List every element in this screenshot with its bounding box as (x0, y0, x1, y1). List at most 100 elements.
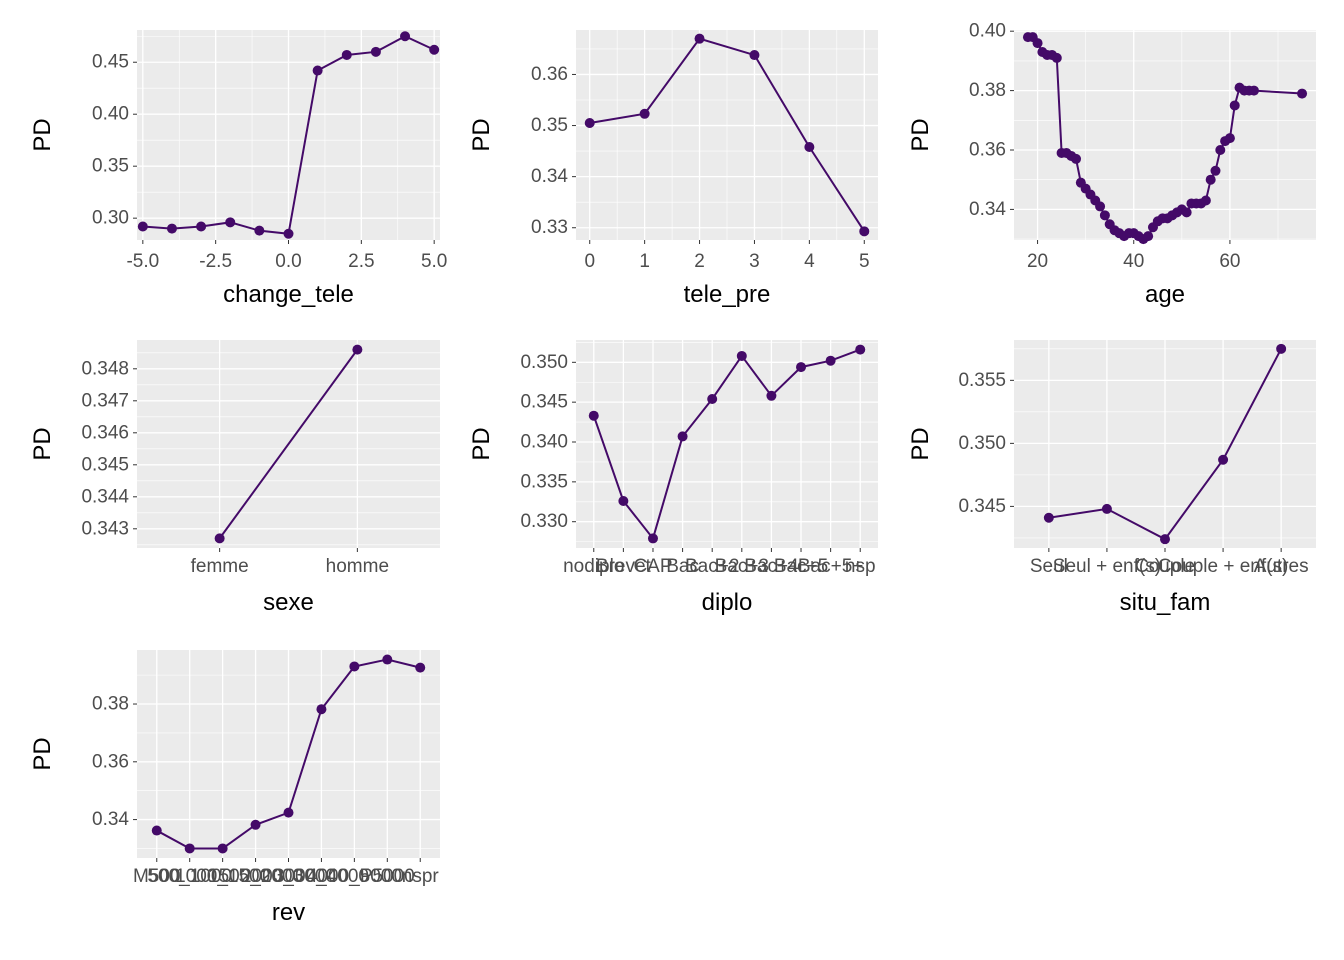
x-tick-label: 5.0 (421, 251, 447, 272)
data-point (1248, 85, 1259, 96)
panel-tele_pre: 0.33 0.34 0.35 0.36 0 1 2 3 4 5 tele_pre PD (468, 30, 878, 308)
data-point (184, 843, 195, 854)
panel-change_tele: 0.30 0.35 0.40 0.45 -5.0 -2.5 0.0 2.5 5.0 change_… (29, 30, 447, 308)
y-tick-label: 0.33 (531, 217, 568, 238)
x-tick-label: femme (191, 556, 249, 577)
panel-rev: 0.34 0.36 0.38 M500500_10001000_15001500_20… (29, 650, 440, 926)
data-point (283, 228, 294, 239)
x-tick-label: M500 (133, 866, 181, 887)
data-point (217, 843, 228, 854)
y-tick-label: 0.355 (958, 370, 1006, 391)
x-tick-label: Bac+3 (715, 556, 769, 577)
y-tick-label: 0.343 (81, 518, 129, 539)
x-axis-title: rev (272, 899, 305, 926)
x-tick-label: nsp (845, 556, 876, 577)
x-tick-label: nspr (402, 866, 440, 887)
data-point (1071, 153, 1082, 164)
data-point (254, 225, 265, 236)
data-point (1101, 503, 1112, 514)
data-point (137, 221, 148, 232)
y-tick-label: 0.348 (81, 358, 129, 379)
x-axis-title: change_tele (223, 281, 354, 308)
y-tick-label: 0.36 (969, 140, 1006, 161)
x-tick-label: 1500_2000 (208, 866, 303, 887)
data-point (225, 217, 236, 228)
x-tick-label: Seul + enf(s) (1053, 556, 1161, 577)
x-tick-label: 0 (584, 251, 595, 272)
x-tick-label: P5000 (360, 866, 415, 887)
y-tick-label: 0.345 (520, 392, 568, 413)
data-point (1095, 201, 1106, 212)
data-point (1210, 165, 1221, 176)
data-point (341, 49, 352, 60)
x-axis-title: diplo (702, 589, 753, 616)
data-point (588, 410, 599, 421)
x-axis-title: age (1145, 281, 1185, 308)
x-tick-label: 4000_5000 (307, 866, 402, 887)
data-point (804, 142, 815, 153)
data-point (1229, 100, 1240, 111)
series-line (589, 37, 866, 232)
x-tick-label: 2 (694, 251, 705, 272)
data-point (382, 654, 393, 665)
y-tick-label: 0.38 (969, 80, 1006, 101)
y-axis-title: PD (468, 118, 495, 151)
x-tick-label: Couple (1135, 556, 1195, 577)
data-point (1200, 195, 1211, 206)
y-tick-label: 0.340 (520, 432, 568, 453)
data-point (214, 533, 225, 544)
x-tick-label: -5.0 (126, 251, 159, 272)
x-tick-label: 4 (804, 251, 815, 272)
y-tick-label: 0.346 (81, 422, 129, 443)
x-tick-label: 3 (749, 251, 760, 272)
x-tick-label: 1000_1500 (175, 866, 270, 887)
data-point (796, 362, 807, 373)
x-tick-label: CAP (633, 556, 672, 577)
y-tick-label: 0.36 (92, 751, 129, 772)
x-tick-label: Couple + enf(s) (1158, 556, 1288, 577)
x-axis-title: tele_pre (684, 281, 771, 308)
y-tick-label: 0.40 (969, 21, 1006, 42)
data-point (707, 393, 718, 404)
y-tick-label: 0.38 (92, 694, 129, 715)
data-point (166, 223, 177, 234)
data-point (196, 221, 207, 232)
y-tick-label: 0.335 (520, 471, 568, 492)
y-tick-label: 0.345 (81, 454, 129, 475)
x-tick-label: homme (326, 556, 389, 577)
data-point (1043, 512, 1054, 523)
series-line (592, 348, 861, 541)
data-point (250, 819, 261, 830)
data-point (283, 807, 294, 818)
x-tick-label: Autres (1254, 556, 1309, 577)
y-tick-label: 0.34 (969, 199, 1006, 220)
y-tick-label: 0.344 (81, 486, 129, 507)
x-axis-title: situ_fam (1120, 589, 1211, 616)
data-point (1218, 454, 1229, 465)
data-point (825, 355, 836, 366)
data-point (855, 344, 866, 355)
y-tick-label: 0.350 (520, 352, 568, 373)
y-tick-label: 0.36 (531, 64, 568, 85)
data-point (859, 226, 870, 237)
panel-age: 0.34 0.36 0.38 0.40 20 40 60 age PD (907, 21, 1316, 308)
y-tick-label: 0.330 (520, 511, 568, 532)
x-tick-label: 40 (1123, 251, 1144, 272)
x-tick-label: -2.5 (199, 251, 232, 272)
data-point (1143, 231, 1154, 242)
data-point (1099, 210, 1110, 221)
y-tick-label: 0.35 (531, 115, 568, 136)
x-tick-label: 0.0 (275, 251, 301, 272)
data-point (647, 533, 658, 544)
x-tick-label: 1 (639, 251, 650, 272)
x-tick-label: Bac+5+ (798, 556, 864, 577)
data-point (151, 825, 162, 836)
data-point (370, 46, 381, 57)
data-point (1276, 343, 1287, 354)
y-axis-title: PD (468, 427, 495, 460)
y-tick-label: 0.30 (92, 208, 129, 229)
y-tick-label: 0.347 (81, 390, 129, 411)
data-point (1297, 88, 1308, 99)
